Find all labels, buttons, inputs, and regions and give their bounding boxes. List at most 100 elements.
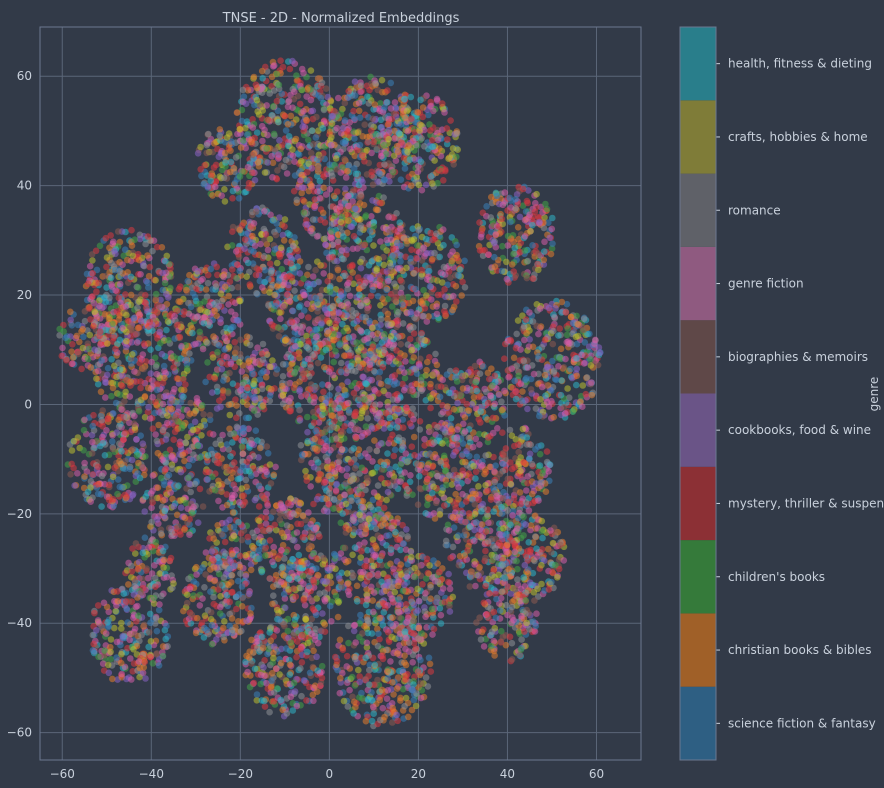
data-point — [266, 363, 274, 371]
data-point — [314, 359, 322, 367]
data-point — [152, 277, 159, 284]
data-point — [416, 127, 423, 134]
data-point — [253, 129, 261, 136]
data-point — [413, 310, 421, 317]
data-point — [129, 252, 137, 260]
data-point — [324, 465, 332, 473]
data-point — [303, 86, 311, 93]
data-point — [277, 315, 284, 323]
data-point — [161, 374, 168, 382]
data-point — [326, 319, 333, 327]
data-point — [141, 393, 149, 401]
data-point — [330, 358, 338, 366]
data-point — [410, 330, 418, 337]
data-point — [352, 408, 360, 416]
data-point — [184, 277, 192, 285]
data-point — [232, 248, 240, 255]
data-point — [98, 357, 105, 364]
data-point — [434, 179, 441, 187]
data-point — [349, 269, 357, 276]
data-point — [362, 213, 369, 221]
data-point — [287, 260, 295, 267]
data-point — [433, 95, 441, 103]
data-point — [178, 342, 185, 350]
data-point — [322, 241, 330, 249]
data-point — [320, 446, 328, 454]
data-point — [397, 176, 405, 183]
data-point — [369, 115, 377, 123]
data-point — [357, 264, 365, 272]
data-point — [204, 339, 211, 347]
data-point — [267, 269, 275, 277]
data-point — [376, 170, 383, 177]
data-point — [410, 416, 417, 423]
data-point — [113, 308, 121, 315]
data-point — [351, 115, 358, 122]
data-point — [123, 377, 130, 384]
data-point — [243, 118, 251, 125]
data-point — [364, 477, 372, 485]
data-point — [337, 218, 345, 226]
data-point — [352, 170, 360, 178]
data-point — [346, 145, 354, 153]
data-point — [162, 436, 170, 443]
data-point — [418, 387, 425, 395]
data-point — [389, 303, 396, 310]
data-point — [465, 407, 473, 414]
data-point — [139, 440, 147, 448]
data-point — [548, 225, 556, 233]
data-point — [439, 226, 447, 233]
data-point — [108, 281, 115, 288]
data-point — [186, 410, 194, 418]
data-point — [579, 382, 587, 389]
data-point — [251, 176, 259, 184]
data-point — [243, 401, 251, 409]
data-point — [259, 107, 267, 114]
data-point — [531, 208, 539, 216]
data-point — [370, 489, 378, 496]
data-point — [561, 410, 569, 417]
data-point — [249, 370, 256, 378]
data-point — [485, 251, 492, 258]
data-point — [445, 155, 452, 162]
data-point — [289, 57, 296, 65]
data-point — [318, 79, 326, 86]
data-point — [137, 317, 145, 325]
data-point — [115, 316, 123, 323]
data-point — [429, 236, 437, 244]
data-point — [131, 368, 138, 375]
data-point — [393, 210, 400, 217]
data-point — [203, 141, 211, 149]
data-point — [368, 213, 375, 220]
data-point — [596, 349, 604, 357]
data-point — [338, 359, 345, 367]
data-point — [377, 380, 385, 388]
data-point — [455, 272, 463, 280]
data-point — [334, 266, 342, 274]
data-point — [352, 434, 360, 442]
data-point — [335, 309, 343, 316]
data-point — [317, 262, 324, 269]
data-point — [429, 255, 436, 263]
data-point — [461, 414, 469, 421]
data-point — [307, 67, 315, 74]
data-point — [407, 182, 415, 189]
data-point — [339, 510, 347, 517]
data-point — [227, 147, 234, 154]
data-point — [67, 308, 74, 316]
data-point — [213, 263, 220, 271]
data-point — [512, 205, 519, 212]
data-point — [80, 426, 88, 434]
data-point — [227, 475, 235, 482]
data-point — [410, 270, 418, 277]
data-point — [117, 366, 124, 373]
data-point — [236, 267, 243, 275]
data-point — [110, 238, 117, 246]
data-point — [338, 247, 346, 254]
data-point — [521, 336, 528, 344]
data-point — [118, 406, 125, 413]
data-point — [385, 341, 393, 349]
data-point — [164, 412, 171, 419]
data-point — [533, 322, 540, 330]
data-point — [319, 402, 326, 410]
